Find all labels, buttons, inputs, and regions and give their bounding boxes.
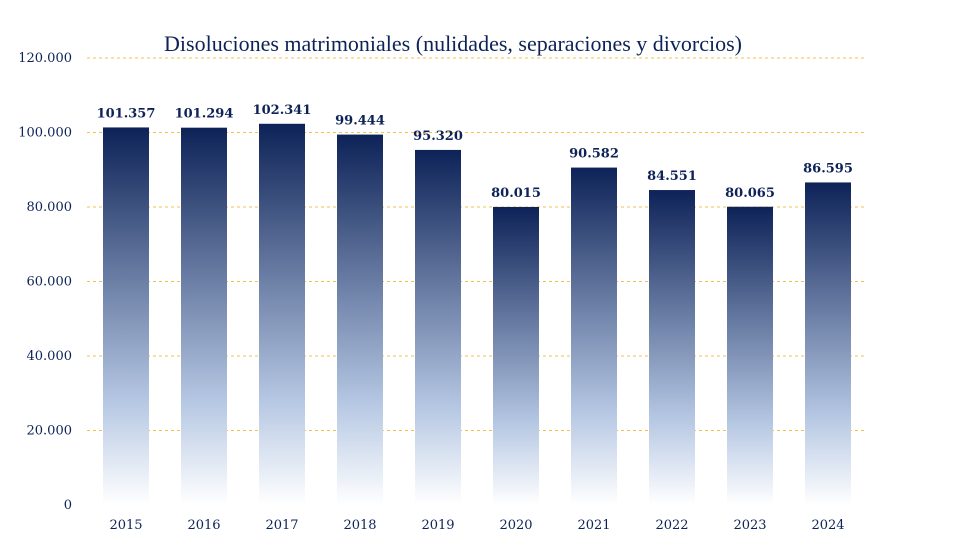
- x-tick-label: 2022: [655, 518, 688, 533]
- y-tick-label: 80.000: [27, 200, 73, 215]
- data-labels: 101.357 101.294 102.341 99.444 95.320 80.015 9…: [97, 103, 853, 201]
- x-tick-label: 2020: [499, 518, 532, 533]
- bar-2016: [181, 127, 227, 506]
- data-label-2024: 86.595: [803, 161, 853, 176]
- x-tick-label: 2021: [577, 518, 610, 533]
- x-tick-label: 2015: [109, 518, 142, 533]
- data-label-2015: 101.357: [97, 106, 156, 121]
- data-label-2017: 102.341: [253, 103, 312, 118]
- bar-2018: [337, 134, 383, 505]
- chart-title: Disoluciones matrimoniales (nulidades, s…: [164, 31, 742, 56]
- y-axis-ticks: 0 20.000 40.000 60.000 80.000 100.000 120.000: [18, 51, 72, 513]
- x-tick-label: 2023: [733, 518, 766, 533]
- bar-2023: [727, 206, 773, 505]
- data-label-2019: 95.320: [413, 129, 463, 144]
- bar-2024: [805, 182, 851, 505]
- bar-2017: [259, 123, 305, 505]
- y-tick-label: 40.000: [27, 349, 73, 364]
- bar-2020: [493, 206, 539, 505]
- x-tick-label: 2024: [811, 518, 844, 533]
- x-tick-label: 2016: [187, 518, 220, 533]
- y-tick-label: 120.000: [18, 51, 72, 66]
- bar-2019: [415, 149, 461, 506]
- y-tick-label: 0: [64, 498, 72, 513]
- y-tick-label: 60.000: [27, 275, 73, 290]
- x-axis-ticks: 2015 2016 2017 2018 2019 2020 2021 2022 2023 2024: [109, 518, 844, 533]
- bar-2021: [571, 167, 617, 506]
- x-tick-label: 2019: [421, 518, 454, 533]
- data-label-2023: 80.065: [725, 186, 775, 201]
- data-label-2020: 80.015: [491, 186, 541, 201]
- bar-2015: [103, 127, 149, 505]
- data-label-2021: 90.582: [569, 147, 619, 162]
- data-label-2022: 84.551: [647, 169, 697, 184]
- x-tick-label: 2018: [343, 518, 376, 533]
- y-tick-label: 100.000: [18, 126, 72, 141]
- x-tick-label: 2017: [265, 518, 298, 533]
- data-label-2016: 101.294: [175, 107, 234, 122]
- bar-2022: [649, 190, 695, 505]
- data-label-2018: 99.444: [335, 114, 385, 129]
- bars: [103, 123, 851, 506]
- y-tick-label: 20.000: [27, 424, 73, 439]
